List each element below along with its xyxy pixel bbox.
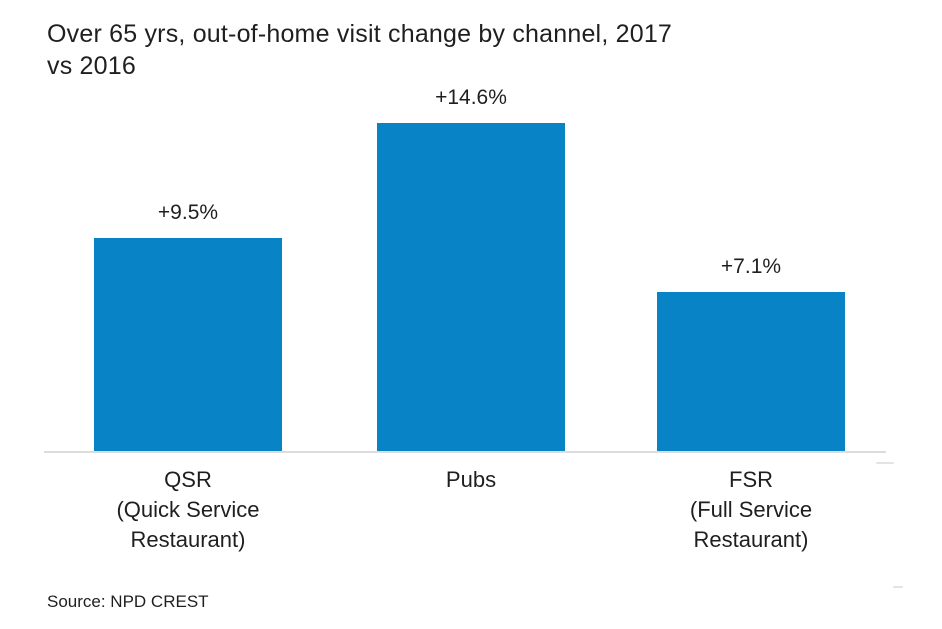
source-note: Source: NPD CREST [47, 592, 209, 611]
bar-qsr [94, 238, 282, 452]
bar-group-fsr: +7.1% FSR (Full Service Restaurant) [657, 255, 845, 552]
bar-pubs [377, 123, 565, 452]
x-axis-label-fsr: FSR (Full Service Restaurant) [636, 465, 866, 555]
x-axis-label-sub: (Quick Service Restaurant) [116, 497, 260, 552]
chart-title: Over 65 yrs, out-of-home visit change by… [47, 18, 807, 82]
x-axis-label-sub: (Full Service Restaurant) [689, 497, 813, 552]
chart-title-line-2: vs 2016 [47, 52, 136, 80]
bar-value-label: +14.6% [435, 86, 507, 109]
x-axis-label-main: Pubs [445, 467, 497, 492]
x-axis-label-main: QSR [164, 467, 212, 492]
x-axis-label-pubs: Pubs [356, 465, 586, 495]
tick-mark-right [876, 462, 894, 464]
bar-group-pubs: +14.6% Pubs [377, 86, 565, 492]
bar-group-qsr: +9.5% QSR (Quick Service Restaurant) [94, 201, 282, 552]
chart-title-line-1: Over 65 yrs, out-of-home visit change by… [47, 20, 673, 48]
x-axis-line [44, 451, 886, 453]
bar-value-label: +9.5% [157, 201, 219, 224]
x-axis-label-qsr: QSR (Quick Service Restaurant) [73, 465, 303, 555]
tick-mark-bottom-right [893, 586, 903, 588]
bar-fsr [657, 292, 845, 452]
bar-value-label: +7.1% [720, 255, 782, 278]
x-axis-label-main: FSR [729, 467, 773, 492]
